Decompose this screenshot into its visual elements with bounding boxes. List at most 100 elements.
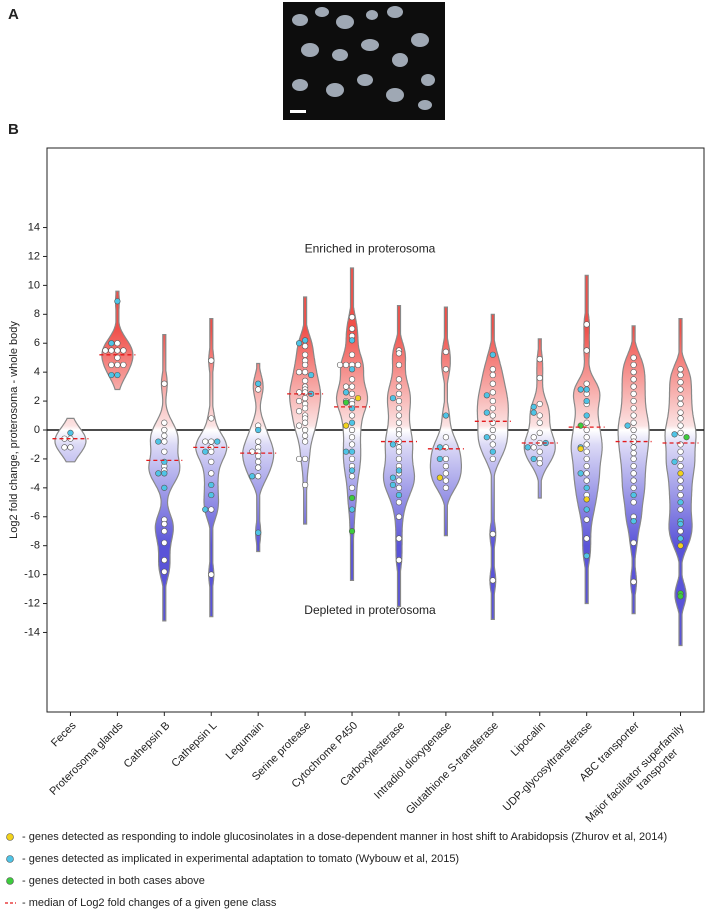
point — [489, 405, 496, 412]
point — [348, 325, 356, 332]
point — [583, 516, 590, 523]
point — [677, 371, 684, 379]
x-tick-label: Legumain — [224, 720, 267, 763]
point — [677, 593, 684, 600]
point — [489, 531, 496, 538]
point — [108, 361, 115, 369]
point — [342, 399, 350, 406]
legend-label: - median of Log2 fold changes of a given… — [22, 897, 277, 909]
point — [583, 397, 590, 405]
point — [536, 448, 543, 455]
point — [442, 412, 449, 419]
point — [249, 473, 256, 480]
point — [489, 426, 496, 434]
point — [395, 405, 403, 412]
point — [202, 506, 209, 513]
point — [677, 409, 684, 416]
point — [208, 470, 215, 477]
point — [208, 458, 215, 465]
point — [489, 448, 496, 455]
point — [442, 434, 449, 441]
point — [483, 409, 490, 416]
point — [296, 369, 303, 376]
y-tick-label: -6 — [30, 511, 40, 523]
point — [630, 518, 637, 525]
point — [208, 357, 215, 364]
photo — [283, 2, 445, 120]
point — [536, 400, 543, 408]
point — [436, 455, 443, 463]
point — [161, 470, 168, 477]
point — [395, 412, 403, 419]
point — [677, 448, 684, 455]
point — [208, 491, 215, 499]
point — [114, 347, 121, 354]
point — [389, 474, 397, 481]
point — [395, 361, 403, 369]
point — [114, 298, 121, 305]
point — [395, 390, 403, 397]
point — [354, 361, 362, 369]
point — [630, 463, 637, 470]
legend-swatch — [6, 855, 14, 863]
point — [483, 392, 490, 399]
point — [395, 419, 403, 426]
point — [583, 470, 590, 477]
point — [255, 386, 262, 393]
annotation: Enriched in proterosoma — [305, 241, 436, 255]
point — [630, 578, 637, 585]
point — [583, 441, 590, 448]
y-axis-label: Log2 fold change, proterosoma - whole bo… — [8, 321, 20, 539]
point — [442, 455, 449, 463]
point — [302, 455, 309, 463]
point — [255, 464, 262, 471]
point — [395, 397, 403, 405]
point — [536, 374, 543, 382]
point — [302, 405, 309, 412]
point — [161, 438, 168, 445]
y-tick-label: -4 — [30, 482, 40, 494]
point — [489, 371, 496, 379]
point — [395, 383, 403, 390]
point — [348, 506, 356, 513]
point — [583, 380, 590, 387]
point — [630, 354, 637, 361]
point — [489, 397, 496, 405]
point — [630, 419, 637, 426]
y-tick-label: 0 — [34, 424, 40, 436]
point — [395, 431, 403, 438]
point — [348, 412, 356, 419]
point — [208, 415, 215, 422]
point — [208, 571, 215, 578]
y-tick-label: -2 — [30, 453, 40, 465]
point — [161, 484, 168, 491]
point — [630, 412, 637, 419]
point — [677, 386, 684, 393]
point — [677, 535, 684, 542]
point — [161, 528, 168, 535]
point — [336, 361, 344, 369]
point — [630, 499, 637, 506]
point — [302, 377, 309, 384]
point — [308, 371, 315, 379]
point — [630, 361, 637, 369]
point — [530, 409, 537, 416]
y-tick-label: 12 — [28, 250, 40, 262]
point — [348, 434, 356, 441]
point — [255, 529, 262, 536]
point — [630, 369, 637, 376]
point — [583, 506, 590, 513]
point — [677, 491, 684, 499]
point — [342, 422, 350, 429]
point — [436, 474, 443, 481]
point — [389, 481, 397, 489]
point — [208, 481, 215, 489]
point — [208, 506, 215, 513]
point — [161, 380, 168, 387]
point — [120, 347, 127, 354]
point — [442, 470, 449, 477]
point — [395, 484, 403, 491]
point — [302, 369, 309, 376]
point — [395, 477, 403, 484]
y-tick-label: 8 — [34, 308, 40, 320]
